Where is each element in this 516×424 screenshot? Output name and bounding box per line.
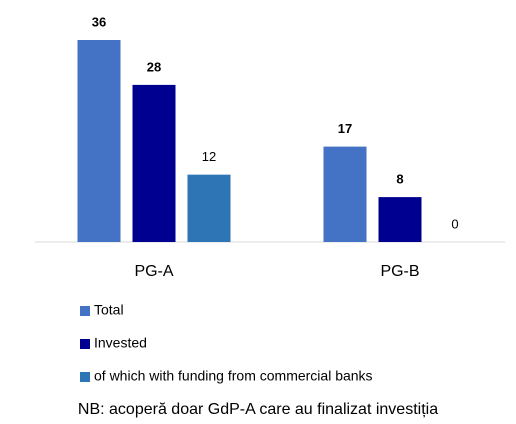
legend-label: of which with funding from commercial ba… <box>94 368 373 384</box>
bar <box>187 174 231 242</box>
bar <box>132 84 176 242</box>
legend-swatch <box>80 372 90 382</box>
legend-label: Total <box>94 302 124 318</box>
value-label: 36 <box>92 14 106 29</box>
legend-swatch <box>80 339 90 349</box>
value-label: 28 <box>147 59 161 74</box>
x-tick-label: PG-B <box>380 263 419 280</box>
bar <box>323 146 367 242</box>
x-tick-label: PG-A <box>134 263 173 280</box>
value-label: 17 <box>338 121 352 136</box>
bar <box>77 40 121 242</box>
bar <box>378 197 422 242</box>
value-label: 0 <box>451 216 458 231</box>
legend-swatch <box>80 306 90 316</box>
value-label: 12 <box>202 149 216 164</box>
value-label: 8 <box>396 172 403 187</box>
legend-label: Invested <box>94 335 147 351</box>
note: NB: acoperă doar GdP-A care au finalizat… <box>78 401 438 418</box>
